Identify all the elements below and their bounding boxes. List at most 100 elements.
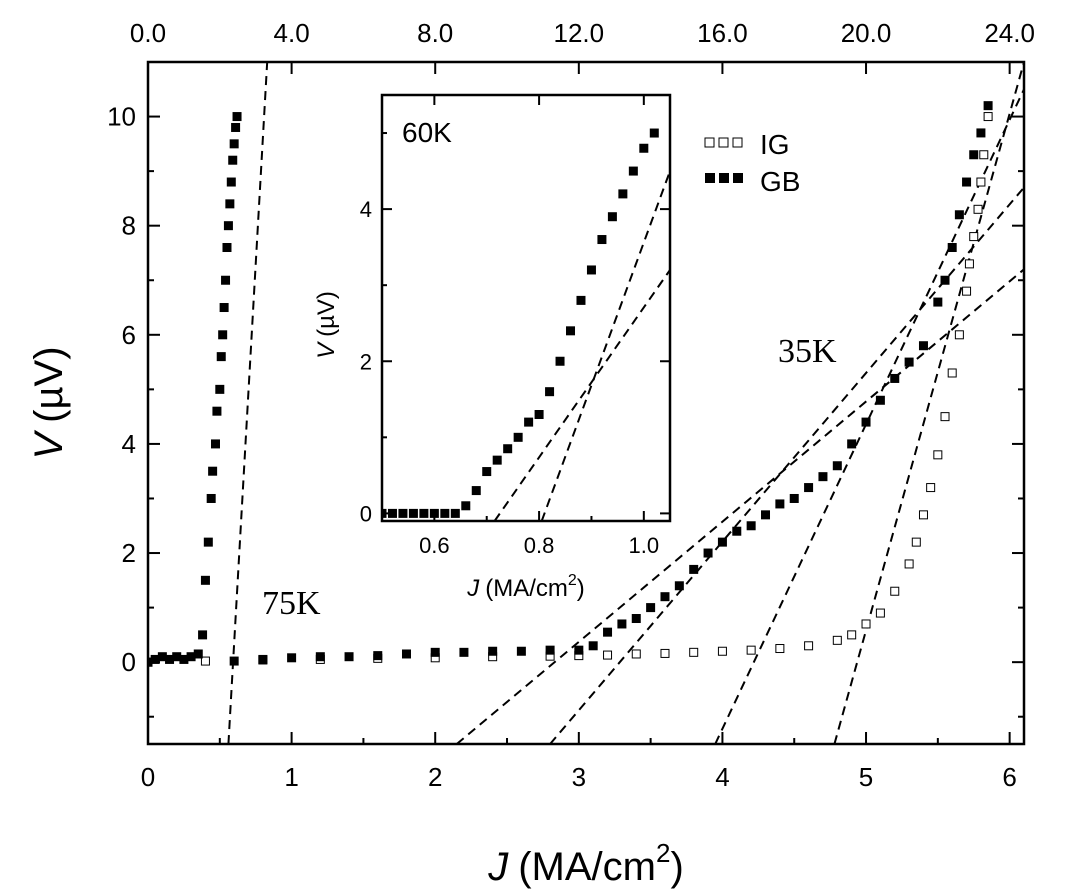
data-point-gb	[208, 466, 218, 476]
inset-data-point-gb	[576, 295, 586, 305]
legend-marker-gb	[705, 173, 715, 183]
data-point-gb	[918, 341, 928, 351]
y-tick-label: 6	[122, 320, 136, 350]
data-point-gb	[545, 645, 555, 655]
legend-label-ig: IG	[760, 129, 790, 160]
data-point-gb	[804, 483, 814, 493]
data-point-gb	[818, 472, 828, 482]
main-x-axis-title-units: (MA/cm	[518, 845, 656, 889]
data-point-gb	[717, 537, 727, 547]
data-point-gb	[588, 641, 598, 651]
main-x-axis-title-var: J	[487, 845, 509, 889]
data-point-gb	[229, 139, 239, 149]
legend-label-gb: GB	[760, 166, 800, 197]
y-tick-label: 8	[122, 211, 136, 241]
top-axis-tick-label: 12.0	[554, 18, 605, 48]
data-point-gb	[373, 651, 383, 661]
inset-y-ticks: 0 2 4	[360, 132, 670, 526]
data-point-gb	[962, 177, 972, 187]
inset-data-point-gb	[628, 166, 638, 176]
data-point-ig	[911, 537, 921, 547]
data-point-gb	[430, 647, 440, 657]
data-point-ig	[200, 656, 210, 666]
data-point-gb	[223, 221, 233, 231]
data-point-ig	[746, 645, 756, 655]
legend-marker-ig	[718, 137, 729, 148]
data-point-gb	[193, 649, 203, 659]
inset-y-axis-title-units: (µV)	[313, 291, 340, 337]
data-point-gb	[212, 406, 222, 416]
inset-data-point-gb	[586, 265, 596, 275]
inset-x-ticks: 0.6 0.8 1.0	[419, 95, 659, 558]
data-point-gb	[219, 303, 229, 313]
inset-data-point-gb	[639, 143, 649, 153]
inset-data-point-gb	[461, 501, 471, 511]
data-point-gb	[847, 439, 857, 449]
data-point-gb	[603, 627, 613, 637]
data-point-gb	[210, 439, 220, 449]
data-point-ig	[861, 619, 871, 629]
data-point-gb	[674, 581, 684, 591]
main-y-ticks: 0 2 4 6 8 10	[107, 102, 1024, 718]
inset-data-point-gb	[566, 326, 576, 336]
inset-y-tick-label: 0	[360, 501, 372, 526]
data-point-gb	[875, 395, 885, 405]
data-point-gb	[232, 112, 242, 122]
data-point-ig	[847, 630, 857, 640]
data-point-gb	[631, 614, 641, 624]
data-point-gb	[221, 275, 231, 285]
data-point-ig	[969, 232, 979, 242]
inset-plot-frame	[380, 93, 672, 523]
main-x-axis-title-close: )	[670, 845, 683, 889]
inset-data-point-gb	[524, 417, 534, 427]
data-point-gb	[198, 630, 208, 640]
inset-x-tick-label: 0.6	[419, 533, 450, 558]
data-point-gb	[206, 493, 216, 503]
main-y-axis-title-units: (µV)	[27, 346, 71, 422]
data-point-gb	[315, 652, 325, 662]
y-tick-label: 0	[122, 647, 136, 677]
inset-data-point-gb	[419, 508, 429, 518]
inset-x-axis-title-units: (MA/cm	[485, 575, 568, 602]
data-point-ig	[804, 641, 814, 651]
data-point-gb	[287, 653, 297, 663]
main-x-axis-title-sup: 2	[656, 838, 670, 868]
x-tick-label: 6	[1002, 762, 1016, 792]
data-point-ig	[717, 646, 727, 656]
data-point-ig	[832, 635, 842, 645]
data-point-gb	[216, 352, 226, 362]
inset-data-point-gb	[482, 467, 492, 477]
data-point-gb	[703, 548, 713, 558]
legend-entry-ig: IG	[704, 129, 790, 160]
data-point-gb	[157, 652, 167, 662]
data-point-gb	[861, 417, 871, 427]
legend-marker-gb	[719, 173, 729, 183]
data-point-gb	[646, 603, 656, 613]
data-point-gb	[150, 654, 160, 664]
fit-line	[833, 62, 1024, 744]
top-axis-tick-label: 8.0	[417, 18, 453, 48]
inset-y-axis-title: V (µV)	[313, 291, 340, 359]
x-tick-label: 5	[859, 762, 873, 792]
x-tick-label: 0	[141, 762, 155, 792]
data-point-gb	[165, 654, 175, 664]
inset-y-tick-label: 2	[360, 349, 372, 374]
main-fit-lines	[227, 62, 1024, 744]
data-point-ig	[954, 330, 964, 340]
inset-x-axis-title-close: )	[577, 575, 585, 602]
data-point-gb	[488, 646, 498, 656]
inset-x-tick-label: 0.8	[524, 533, 555, 558]
inset-fit-line	[493, 269, 670, 521]
y-tick-label: 2	[122, 538, 136, 568]
inset-data-point-gb	[649, 128, 659, 138]
data-point-gb	[179, 654, 189, 664]
data-point-ig	[983, 112, 993, 122]
x-tick-label: 1	[284, 762, 298, 792]
main-top-ticks: 0.0 4.0 8.0 12.0 16.0 20.0 24.0	[130, 18, 1035, 48]
x-tick-label: 2	[428, 762, 442, 792]
data-point-gb	[746, 521, 756, 531]
annotation-75k: 75K	[262, 585, 321, 622]
data-point-gb	[459, 647, 469, 657]
inset-data-point-gb	[398, 508, 408, 518]
